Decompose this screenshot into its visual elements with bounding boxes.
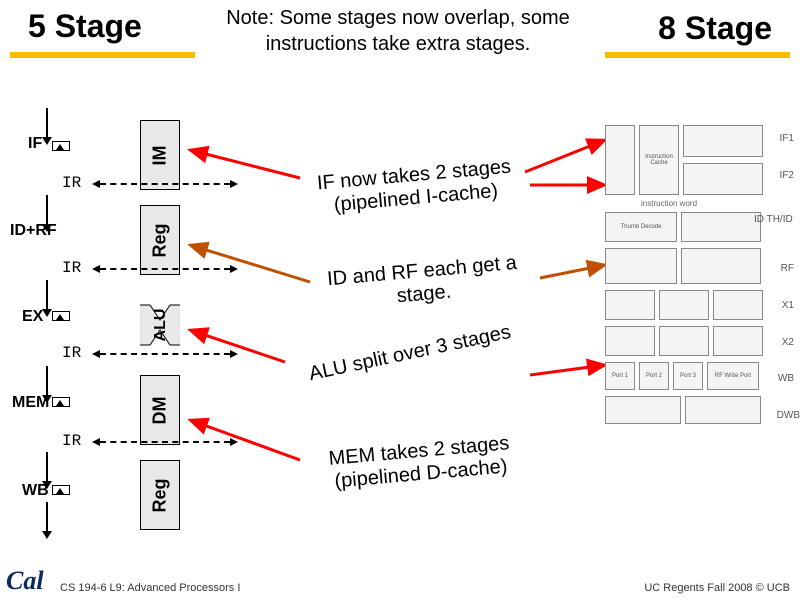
p8-lbl-x1: X1 bbox=[782, 300, 794, 311]
stage-reg1-label: Reg bbox=[149, 223, 170, 257]
footer-right: UC Regents Fall 2008 © UCB bbox=[644, 582, 790, 594]
underline-left bbox=[10, 52, 195, 58]
vflow-2 bbox=[46, 195, 48, 225]
ir-arrow-3 bbox=[100, 353, 230, 355]
stage-reg2-label: Reg bbox=[149, 478, 170, 512]
p8-x1b bbox=[659, 290, 709, 320]
ir-1: IR bbox=[62, 174, 81, 192]
label-ex: EX bbox=[22, 308, 43, 326]
ir-arrow-1 bbox=[100, 183, 230, 185]
p8-x2a bbox=[605, 326, 655, 356]
p8-icache: Instruction Cache bbox=[639, 125, 679, 195]
stage-im-label: IM bbox=[150, 145, 171, 165]
p8-dwb2 bbox=[685, 396, 761, 424]
title-left: 5 Stage bbox=[28, 8, 142, 45]
title-right: 8 Stage bbox=[658, 10, 772, 47]
label-if: IF bbox=[28, 135, 42, 153]
latch-if bbox=[52, 141, 70, 151]
p8-iword: instruction word bbox=[641, 199, 770, 208]
anno-alu: ALU split over 3 stages bbox=[251, 309, 569, 398]
p8-x2b bbox=[659, 326, 709, 356]
ir-arrow-2 bbox=[100, 268, 230, 270]
stage-reg1: Reg bbox=[140, 205, 180, 275]
p8-pc bbox=[605, 125, 635, 195]
p8-rfports bbox=[681, 248, 761, 284]
p8-lbl-x2: X2 bbox=[782, 337, 794, 348]
vflow-5 bbox=[46, 452, 48, 482]
p8-lbl-wb: WB bbox=[778, 373, 794, 384]
p8-rfwrite: RF Write Port bbox=[707, 362, 759, 390]
cal-logo: Cal bbox=[6, 566, 44, 596]
vflow-4 bbox=[46, 366, 48, 396]
p8-lbl-if2: IF2 bbox=[780, 170, 794, 181]
p8-lbl-if1: IF1 bbox=[780, 133, 794, 144]
p8-rf bbox=[605, 248, 677, 284]
ir-2: IR bbox=[62, 259, 81, 277]
p8-lbl-dwb: DWB bbox=[777, 410, 800, 421]
note-text: Note: Some stages now overlap, some inst… bbox=[218, 6, 578, 57]
vflow-1 bbox=[46, 108, 48, 138]
p8-lbl-rf: RF bbox=[781, 263, 794, 274]
stage-dm: DM bbox=[140, 375, 180, 445]
stage-dm-label: DM bbox=[150, 396, 171, 424]
p8-x1c bbox=[713, 290, 763, 320]
eight-stage-pipeline: Instruction Cache instruction word Thumb… bbox=[605, 125, 770, 424]
anno-if: IF now takes 2 stages (pipelined I-cache… bbox=[288, 153, 541, 221]
stage-reg2: Reg bbox=[140, 460, 180, 530]
p8-dwb1 bbox=[605, 396, 681, 424]
ir-4: IR bbox=[62, 432, 81, 450]
anno-id: ID and RF each get a stage. bbox=[296, 249, 549, 317]
ir-3: IR bbox=[62, 344, 81, 362]
vflow-6 bbox=[46, 502, 48, 532]
p8-decode bbox=[681, 212, 761, 242]
latch-mem bbox=[52, 397, 70, 407]
latch-wb bbox=[52, 485, 70, 495]
p8-lbl-id: ID TH/ID bbox=[754, 215, 794, 225]
p8-x2c bbox=[713, 326, 763, 356]
p8-x1a bbox=[605, 290, 655, 320]
p8-port3: Port 3 bbox=[673, 362, 703, 390]
p8-port2: Port 2 bbox=[639, 362, 669, 390]
latch-ex bbox=[52, 311, 70, 321]
ir-arrow-4 bbox=[100, 441, 230, 443]
underline-right bbox=[605, 52, 790, 58]
footer-left: CS 194-6 L9: Advanced Processors I bbox=[60, 582, 240, 594]
p8-if2 bbox=[683, 163, 763, 195]
p8-if1 bbox=[683, 125, 763, 157]
stage-alu: ALU bbox=[140, 290, 180, 360]
p8-port1: Port 1 bbox=[605, 362, 635, 390]
anno-mem: MEM takes 2 stages (pipelined D-cache) bbox=[288, 429, 551, 497]
p8-thumb: Thumb Decode bbox=[605, 212, 677, 242]
vflow-3 bbox=[46, 280, 48, 310]
stage-im: IM bbox=[140, 120, 180, 190]
svg-text:ALU: ALU bbox=[152, 309, 169, 342]
